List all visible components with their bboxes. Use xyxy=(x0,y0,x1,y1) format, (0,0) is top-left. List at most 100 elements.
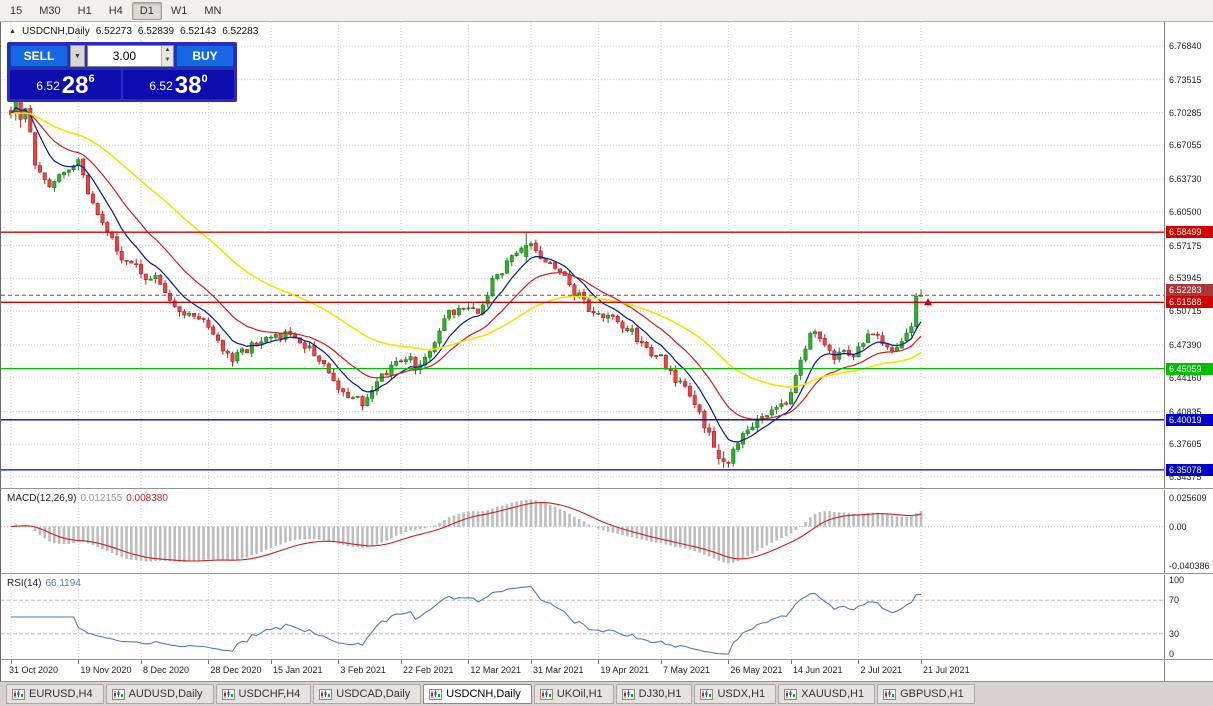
time-axis-label: 19 Apr 2021 xyxy=(600,665,649,675)
rsi-scale-70: 70 xyxy=(1169,595,1180,606)
rsi-value: 66.1194 xyxy=(45,578,81,589)
timeframe-button-w1[interactable]: W1 xyxy=(170,4,188,17)
buy-button[interactable]: BUY xyxy=(176,45,234,67)
timeframe-button-h4[interactable]: H4 xyxy=(108,4,123,17)
price-badge-support-green: 6.45059 xyxy=(1166,362,1213,375)
chart-tab-label: USDX,H1 xyxy=(717,688,766,700)
chart-tab-usdcnh-daily[interactable]: USDCNH,Daily xyxy=(423,684,532,704)
rsi-name: RSI(14) xyxy=(7,578,42,589)
price-tick: 6.50715 xyxy=(1169,306,1202,317)
volume-stepper: ▲ ▼ xyxy=(160,46,173,66)
chart-tab-xauusd-h1[interactable]: XAUUSD,H1 xyxy=(778,684,876,704)
timeframe-button-m30[interactable]: M30 xyxy=(39,4,61,17)
chart-tabbar: EURUSD,H4 AUDUSD,Daily USDCHF,H4 USDCAD,Dai… xyxy=(0,681,1213,706)
sell-price-sup: 6 xyxy=(88,73,95,85)
time-axis-label: 12 Mar 2021 xyxy=(470,665,521,675)
panel-separator[interactable] xyxy=(1,573,1213,575)
time-axis-label: 7 May 2021 xyxy=(663,665,711,675)
price-tick: 6.40835 xyxy=(1169,406,1202,417)
chart-tab-gbpusd-h1[interactable]: GBPUSD,H1 xyxy=(877,684,975,704)
chart-tab-eurusd-h4[interactable]: EURUSD,H4 xyxy=(6,684,104,704)
volume-input[interactable] xyxy=(88,46,161,66)
buy-price-display[interactable]: 6.52 38 0 xyxy=(123,70,234,99)
volume-dropdown-button[interactable]: ▼ xyxy=(70,45,85,67)
ohlc-low: 6.52143 xyxy=(180,26,217,37)
main-chart-canvas[interactable] xyxy=(1,22,1164,488)
sell-price-display[interactable]: 6.52 28 6 xyxy=(10,70,121,99)
chart-tab-usdcad-daily[interactable]: USDCAD,Daily xyxy=(313,684,422,704)
tab-chart-icon xyxy=(784,688,798,700)
time-axis[interactable]: 31 Oct 2020 19 Nov 2020 8 Dec 2020 28 Dec 2… xyxy=(1,660,1164,681)
time-axis-label: 21 Jul 2021 xyxy=(923,665,970,675)
time-axis-label: 15 Jan 2021 xyxy=(273,665,323,675)
rsi-indicator-label: RSI(14) 66.1194 xyxy=(7,578,81,589)
chart-tab-usdx-h1[interactable]: USDX,H1 xyxy=(694,684,777,704)
price-tick: 6.70285 xyxy=(1169,107,1202,118)
tab-chart-icon xyxy=(221,688,235,700)
time-axis-tick xyxy=(338,660,340,664)
ohlc-open: 6.52273 xyxy=(95,26,132,37)
tab-chart-icon xyxy=(539,688,553,700)
chart-tab-label: USDCNH,Daily xyxy=(446,688,521,700)
rsi-scale-0: 0 xyxy=(1169,649,1175,659)
time-axis-tick xyxy=(401,660,402,664)
sell-button[interactable]: SELL xyxy=(10,45,68,67)
macd-canvas[interactable] xyxy=(1,490,1164,573)
timeframe-button-h1[interactable]: H1 xyxy=(77,4,92,17)
ohlc-close: 6.52283 xyxy=(222,26,259,37)
chart-tab-ukoil-h1[interactable]: UKOil,H1 xyxy=(533,684,614,704)
price-tick: 6.67055 xyxy=(1169,140,1202,151)
chart-tab-label: UKOil,H1 xyxy=(556,688,603,700)
volume-field-wrap: ▲ ▼ xyxy=(87,45,174,67)
chart-tab-label: USDCAD,Daily xyxy=(336,688,411,700)
time-axis-tick xyxy=(208,660,210,664)
price-tick: 6.34375 xyxy=(1169,472,1202,483)
axis-separator xyxy=(1,659,1213,660)
buy-price-big: 38 xyxy=(174,72,202,99)
chart-symbol-title: USDCNH,Daily xyxy=(21,26,90,37)
price-tick: 6.47390 xyxy=(1169,339,1202,350)
timeframe-toolbar: 15 M30 H1 H4 D1 W1 MN xyxy=(0,0,1213,22)
chevron-down-icon: ▼ xyxy=(74,52,81,60)
price-tick: 6.57175 xyxy=(1169,240,1202,251)
price-scale[interactable]: 6.76840 6.73515 6.70285 6.67055 6.63730 6.605… xyxy=(1164,22,1213,681)
time-axis-label: 3 Feb 2021 xyxy=(340,665,386,675)
tab-chart-icon xyxy=(700,688,714,700)
time-axis-tick xyxy=(468,660,470,664)
chart-tab-audusd-daily[interactable]: AUDUSD,Daily xyxy=(105,684,214,704)
ohlc-high: 6.52839 xyxy=(137,26,175,37)
chart-window: 31 Oct 2020 19 Nov 2020 8 Dec 2020 28 Dec 2… xyxy=(0,22,1213,681)
time-axis-tick xyxy=(858,660,860,664)
panel-separator[interactable] xyxy=(1,488,1213,490)
buy-price-prefix: 6.52 xyxy=(149,79,173,93)
tab-chart-icon xyxy=(12,688,25,700)
time-axis-label: 28 Dec 2020 xyxy=(210,665,262,675)
price-badge-bid: 6.52283 xyxy=(1166,284,1213,297)
time-axis-tick xyxy=(598,660,600,664)
time-axis-label: 26 May 2021 xyxy=(730,665,783,675)
volume-up-icon[interactable]: ▲ xyxy=(161,46,173,56)
one-click-trading-panel: SELL ▼ ▲ ▼ BUY 6.52 28 6 xyxy=(7,42,237,102)
timeframe-button-mn[interactable]: MN xyxy=(204,4,222,17)
chart-tab-label: GBPUSD,H1 xyxy=(900,688,964,700)
chart-tab-dj30-h1[interactable]: DJ30,H1 xyxy=(615,684,693,704)
timeframe-button-d1[interactable]: D1 xyxy=(131,1,162,20)
time-axis-tick xyxy=(728,660,730,664)
rsi-canvas[interactable] xyxy=(1,575,1164,659)
chart-collapse-icon[interactable]: ▲ xyxy=(9,28,16,35)
price-badge-resistance-upper: 6.58499 xyxy=(1166,226,1213,239)
rsi-scale-100: 100 xyxy=(1169,575,1185,585)
time-axis-tick xyxy=(78,660,80,664)
chart-tab-label: AUDUSD,Daily xyxy=(128,688,203,700)
chart-tab-label: EURUSD,H4 xyxy=(29,688,93,700)
tab-chart-icon xyxy=(883,688,897,700)
time-axis-label: 8 Dec 2020 xyxy=(143,665,190,675)
rsi-scale-30: 30 xyxy=(1169,628,1180,639)
timeframe-button-15[interactable]: 15 xyxy=(10,4,23,17)
price-tick: 6.37605 xyxy=(1169,439,1202,450)
volume-down-icon[interactable]: ▼ xyxy=(161,56,173,66)
time-axis-label: 2 Jul 2021 xyxy=(860,665,902,675)
macd-name: MACD(12,26,9) xyxy=(7,493,77,504)
chart-tab-usdchf-h4[interactable]: USDCHF,H4 xyxy=(215,684,312,704)
